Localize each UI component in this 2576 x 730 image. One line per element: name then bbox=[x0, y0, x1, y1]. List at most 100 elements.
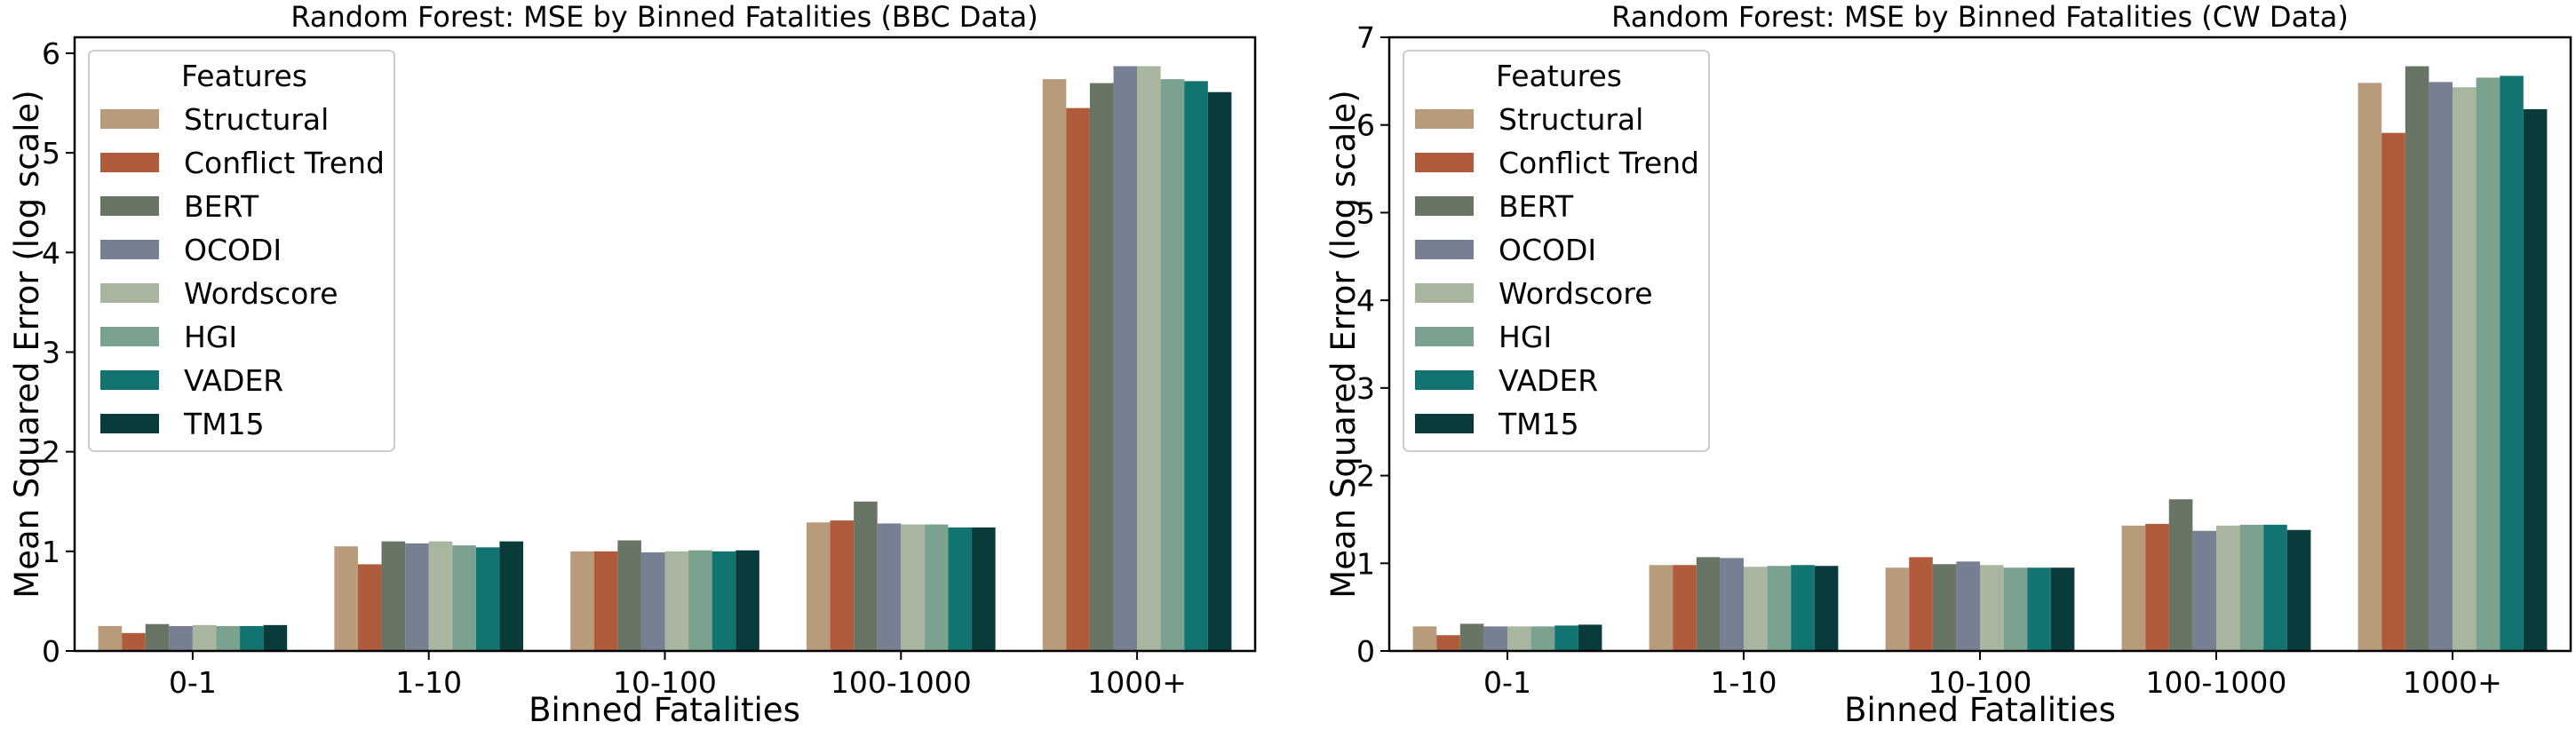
legend-label: TM15 bbox=[183, 407, 265, 441]
bar-wordscore-0-1 bbox=[192, 624, 217, 651]
bar-tm15-0-1 bbox=[263, 624, 288, 651]
x-tick-label: 1000+ bbox=[1087, 665, 1187, 700]
bars-group bbox=[1412, 66, 2548, 652]
y-tick-label: 6 bbox=[42, 36, 60, 71]
bar-vader-1-10 bbox=[1791, 565, 1815, 651]
x-tick-label: 100-1000 bbox=[831, 665, 972, 700]
y-tick-label: 2 bbox=[42, 435, 60, 470]
legend-swatch-wordscore bbox=[100, 283, 159, 303]
bar-tm15-1000+ bbox=[2523, 108, 2548, 651]
legend-label: OCODI bbox=[184, 233, 282, 267]
bar-structural-0-1 bbox=[1412, 626, 1437, 651]
bar-ocodi-10-100 bbox=[1956, 561, 1980, 651]
y-tick-label: 5 bbox=[1356, 195, 1375, 230]
y-tick-label: 1 bbox=[1356, 546, 1375, 581]
bar-tm15-10-100 bbox=[735, 550, 759, 651]
bar-bert-0-1 bbox=[1459, 623, 1484, 651]
bar-bert-10-100 bbox=[1932, 564, 1957, 651]
legend-items: Structural Conflict Trend BERT OCODI Wordsco… bbox=[100, 102, 385, 441]
bar-structural-1000+ bbox=[1042, 79, 1067, 652]
legend-swatch-bert bbox=[1415, 196, 1474, 216]
legend-label: Structural bbox=[1499, 102, 1643, 137]
legend-swatch-hgi bbox=[100, 327, 159, 346]
bar-bert-1-10 bbox=[1696, 557, 1721, 651]
x-axis-label: Binned Fatalities bbox=[529, 691, 800, 729]
chart-panel-bbc: Random Forest: MSE by Binned Fatalities … bbox=[8, 0, 1257, 729]
y-tick-label: 3 bbox=[42, 335, 60, 369]
bar-bert-10-100 bbox=[617, 540, 641, 651]
bar-structural-0-1 bbox=[98, 625, 123, 651]
bar-tm15-1-10 bbox=[1814, 566, 1839, 651]
y-tick-label: 4 bbox=[1356, 283, 1375, 318]
bar-structural-10-100 bbox=[570, 551, 594, 651]
bar-wordscore-0-1 bbox=[1507, 626, 1531, 651]
bar-hgi-10-100 bbox=[688, 550, 712, 651]
bar-wordscore-1-10 bbox=[428, 541, 453, 651]
bar-bert-0-1 bbox=[145, 623, 170, 651]
legend-swatch-conflict-trend bbox=[1415, 153, 1474, 172]
bar-structural-1-10 bbox=[334, 546, 358, 651]
chart-title: Random Forest: MSE by Binned Fatalities … bbox=[290, 0, 1038, 34]
bar-ocodi-1-10 bbox=[1720, 558, 1744, 651]
bar-hgi-1-10 bbox=[452, 545, 476, 651]
bar-bert-100-1000 bbox=[2168, 499, 2193, 651]
bar-ocodi-1000+ bbox=[2429, 82, 2453, 652]
legend-title: Features bbox=[181, 59, 307, 93]
legend-swatch-vader bbox=[100, 370, 159, 390]
bar-hgi-100-1000 bbox=[2239, 524, 2264, 651]
legend-label: Wordscore bbox=[184, 276, 338, 311]
axes-frame bbox=[1387, 36, 2572, 653]
bar-ocodi-100-1000 bbox=[2192, 530, 2216, 651]
bar-conflict-trend-1000+ bbox=[2381, 132, 2405, 652]
bar-conflict-trend-1-10 bbox=[1673, 565, 1697, 651]
y-tick-label: 5 bbox=[42, 136, 60, 171]
x-tick-label: 1000+ bbox=[2403, 665, 2502, 700]
bar-tm15-100-1000 bbox=[972, 527, 996, 651]
bar-wordscore-100-1000 bbox=[2216, 525, 2240, 651]
x-tick-label: 0-1 bbox=[1483, 665, 1531, 700]
legend-swatch-structural bbox=[1415, 109, 1474, 129]
x-axis-ticks: 0-1 1-10 10-100 100-1000 1000+ bbox=[169, 651, 1187, 700]
bar-conflict-trend-10-100 bbox=[1909, 557, 1933, 651]
bar-vader-100-1000 bbox=[2263, 524, 2287, 651]
bar-vader-1-10 bbox=[475, 547, 500, 651]
bar-hgi-1000+ bbox=[1160, 79, 1185, 652]
legend-items: Structural Conflict Trend BERT OCODI Wordsco… bbox=[1415, 102, 1699, 441]
legend-title: Features bbox=[1496, 59, 1622, 93]
y-tick-label: 4 bbox=[42, 235, 60, 270]
bar-hgi-1000+ bbox=[2476, 77, 2500, 651]
y-tick-label: 0 bbox=[1356, 634, 1375, 669]
bar-vader-0-1 bbox=[240, 625, 264, 651]
y-axis-ticks: 0 1 2 3 4 5 6 bbox=[42, 36, 75, 669]
legend-label: HGI bbox=[1499, 320, 1552, 354]
legend-swatch-conflict-trend bbox=[100, 153, 159, 172]
legend-box bbox=[88, 50, 395, 452]
x-axis-ticks: 0-1 1-10 10-100 100-1000 1000+ bbox=[1483, 651, 2502, 700]
legend-label: TM15 bbox=[1498, 407, 1579, 441]
bar-hgi-100-1000 bbox=[924, 524, 949, 651]
bar-structural-1000+ bbox=[2357, 83, 2382, 651]
legend: Features Structural Conflict Trend BERT OCO… bbox=[88, 50, 395, 452]
bar-structural-100-1000 bbox=[806, 522, 831, 651]
bar-vader-1000+ bbox=[2500, 75, 2524, 652]
chart-title: Random Forest: MSE by Binned Fatalities … bbox=[1611, 0, 2349, 34]
legend-swatch-ocodi bbox=[1415, 240, 1474, 259]
bar-hgi-1-10 bbox=[1767, 566, 1792, 651]
legend-label: Wordscore bbox=[1499, 276, 1653, 311]
bar-bert-100-1000 bbox=[854, 501, 878, 651]
axes-frame bbox=[73, 36, 1257, 653]
y-axis-label: Mean Squared Error (log scale) bbox=[1324, 90, 1363, 598]
bar-conflict-trend-1-10 bbox=[357, 564, 382, 651]
y-tick-label: 2 bbox=[1356, 459, 1375, 494]
y-tick-label: 7 bbox=[1356, 20, 1375, 55]
x-axis-label: Binned Fatalities bbox=[1844, 691, 2116, 729]
bar-vader-10-100 bbox=[712, 551, 736, 651]
y-axis-label: Mean Squared Error (log scale) bbox=[8, 90, 46, 598]
legend-swatch-tm15 bbox=[100, 414, 159, 433]
y-tick-label: 0 bbox=[42, 634, 60, 669]
bar-ocodi-10-100 bbox=[640, 551, 665, 651]
legend-label: Structural bbox=[184, 102, 329, 137]
bar-conflict-trend-0-1 bbox=[1436, 635, 1460, 651]
y-tick-label: 3 bbox=[1356, 371, 1375, 406]
